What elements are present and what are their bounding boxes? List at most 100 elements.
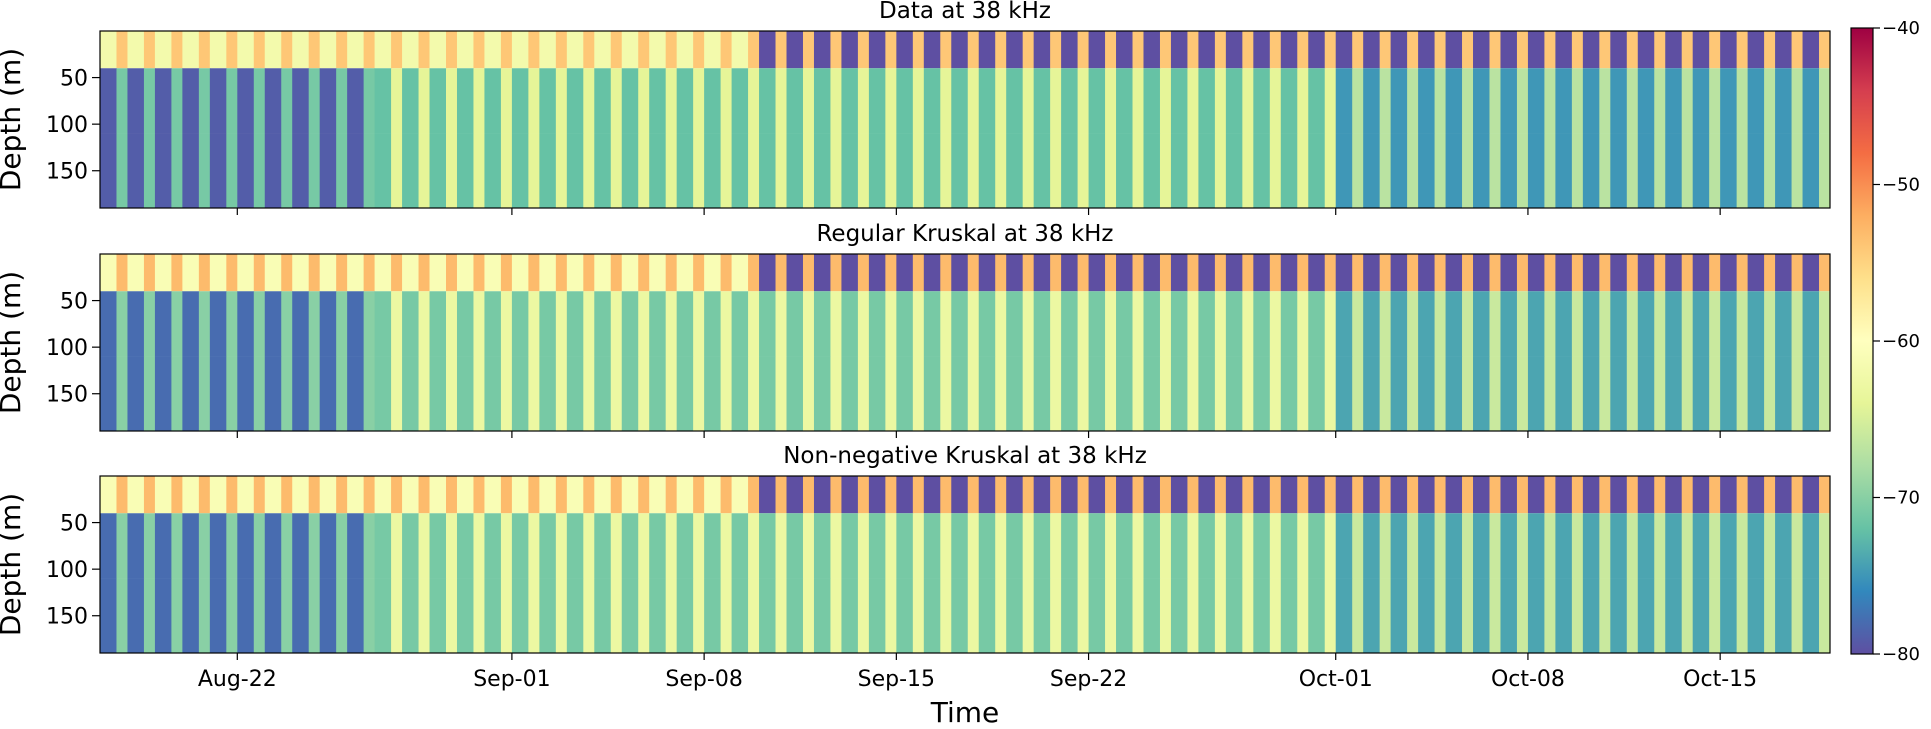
heatmap-cell — [1253, 68, 1271, 134]
heatmap-cell — [281, 513, 293, 579]
heatmap-cell — [1637, 68, 1655, 134]
heatmap-cell — [1418, 513, 1436, 579]
heatmap-cell — [1775, 513, 1793, 579]
heatmap-cell — [1599, 133, 1611, 208]
heatmap-cell — [226, 356, 238, 431]
heatmap-cell — [391, 31, 403, 69]
heatmap-cell — [429, 356, 447, 431]
heatmap-cell — [1379, 133, 1392, 208]
heatmap-cell — [1033, 291, 1051, 357]
heatmap-cell — [1214, 31, 1227, 69]
heatmap-cell — [583, 291, 595, 357]
panel-1: Data at 38 kHz 50 100 150 Depth (m) — [0, 0, 1831, 215]
heatmap-cell — [281, 31, 293, 69]
heatmap-cell — [1626, 513, 1639, 579]
heatmap-cell — [786, 356, 804, 431]
heatmap-cell — [665, 68, 678, 134]
panel-3-ylabel: Depth (m) — [0, 493, 27, 636]
heatmap-cell — [693, 68, 705, 134]
heatmap-cell — [583, 68, 595, 134]
heatmap-cell — [1379, 68, 1392, 134]
heatmap-cell — [473, 578, 485, 653]
heatmap-cell — [555, 291, 568, 357]
heatmap-cell — [1599, 578, 1611, 653]
heatmap-cell — [1610, 133, 1628, 208]
heatmap-cell — [253, 513, 266, 579]
heatmap-cell — [1500, 133, 1518, 208]
heatmap-cell — [1819, 578, 1831, 653]
heatmap-cell — [1033, 578, 1051, 653]
heatmap-cell — [1363, 476, 1381, 514]
heatmap-cell — [1132, 133, 1144, 208]
colorbar-ticks: −80 −70 −60 −50 −40 — [1873, 18, 1920, 665]
heatmap-cell — [912, 133, 925, 208]
heatmap-cell — [1764, 513, 1776, 579]
heatmap-cell — [1132, 513, 1144, 579]
heatmap-cell — [1214, 356, 1227, 431]
heatmap-cell — [868, 254, 886, 292]
heatmap-cell — [1445, 68, 1463, 134]
heatmap-cell — [1390, 513, 1408, 579]
heatmap-cell — [182, 31, 200, 69]
heatmap-cell — [1692, 133, 1710, 208]
x-tick-label: Sep-15 — [858, 667, 935, 692]
heatmap-cell — [1654, 68, 1666, 134]
heatmap-cell — [500, 133, 513, 208]
heatmap-cell — [775, 356, 787, 431]
heatmap-cell — [1390, 254, 1408, 292]
panel-1-frame — [99, 30, 1831, 209]
heatmap-cell — [704, 31, 722, 69]
heatmap-cell — [676, 356, 694, 431]
panel-2-title: Regular Kruskal at 38 kHz — [816, 221, 1113, 247]
heatmap-cell — [446, 476, 458, 514]
heatmap-cell — [1654, 513, 1666, 579]
heatmap-cell — [143, 68, 156, 134]
heatmap-cell — [1445, 133, 1463, 208]
heatmap-cell — [638, 513, 650, 579]
heatmap-cell — [1077, 476, 1090, 514]
panel-3-y-ticks: 50 100 150 — [46, 512, 100, 630]
heatmap-cell — [209, 68, 227, 134]
heatmap-cell — [456, 356, 474, 431]
heatmap-cell — [1736, 68, 1749, 134]
heatmap-cell — [610, 133, 623, 208]
heatmap-cell — [171, 254, 183, 292]
heatmap-cell — [830, 133, 842, 208]
heatmap-cell — [912, 476, 925, 514]
heatmap-cell — [786, 133, 804, 208]
heatmap-cell — [363, 476, 376, 514]
colorbar-tick-label: −40 — [1882, 18, 1920, 39]
heatmap-cell — [1720, 476, 1738, 514]
heatmap-cell — [1022, 31, 1035, 69]
heatmap-cell — [1363, 513, 1381, 579]
heatmap-cell — [704, 578, 722, 653]
heatmap-cell — [336, 578, 348, 653]
heatmap-cell — [511, 31, 529, 69]
heatmap-cell — [1527, 254, 1545, 292]
heatmap-cell — [336, 291, 348, 357]
heatmap-cell — [1143, 356, 1161, 431]
heatmap-cell — [1544, 31, 1556, 69]
heatmap-cell — [500, 578, 513, 653]
heatmap-cell — [500, 356, 513, 431]
heatmap-cell — [511, 513, 529, 579]
heatmap-cell — [1654, 133, 1666, 208]
heatmap-cell — [237, 68, 255, 134]
heatmap-cell — [1626, 356, 1639, 431]
heatmap-cell — [1555, 513, 1573, 579]
heatmap-cell — [363, 513, 376, 579]
heatmap-cell — [841, 513, 859, 579]
heatmap-cell — [1225, 68, 1243, 134]
heatmap-cell — [1775, 68, 1793, 134]
heatmap-cell — [1819, 356, 1831, 431]
heatmap-cell — [1308, 476, 1326, 514]
heatmap-cell — [583, 31, 595, 69]
heatmap-cell — [1544, 513, 1556, 579]
heatmap-cell — [704, 254, 722, 292]
heatmap-cell — [484, 356, 502, 431]
heatmap-cell — [1006, 291, 1024, 357]
heatmap-cell — [1434, 291, 1447, 357]
heatmap-cell — [1105, 291, 1117, 357]
heatmap-cell — [456, 513, 474, 579]
heatmap-cell — [566, 476, 584, 514]
